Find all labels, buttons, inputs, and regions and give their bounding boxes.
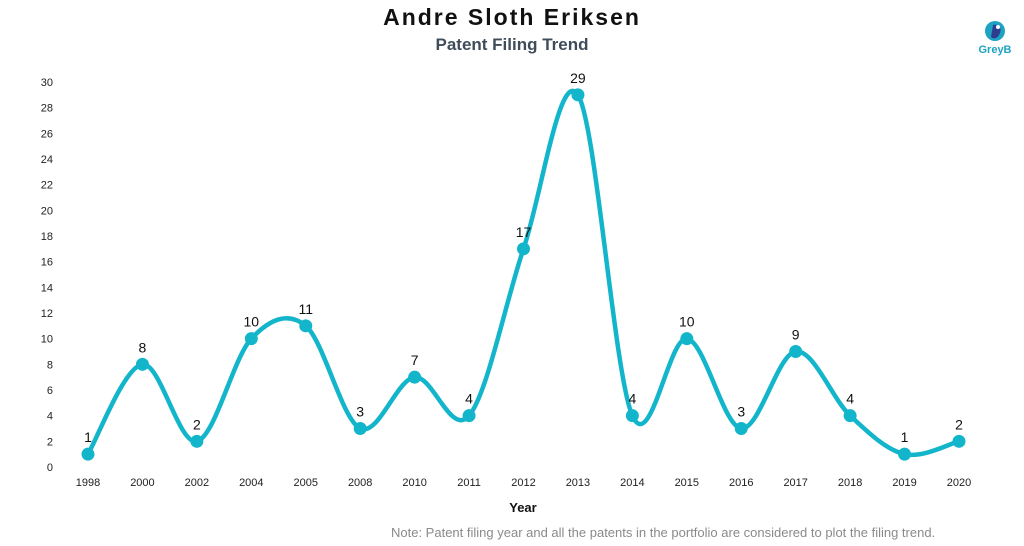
footnote: Note: Patent filing year and all the pat… bbox=[391, 525, 936, 540]
data-label: 29 bbox=[570, 70, 586, 86]
data-point bbox=[353, 422, 367, 435]
y-tick-label: 24 bbox=[41, 154, 53, 166]
x-tick-label: 2016 bbox=[729, 477, 753, 489]
y-tick-label: 2 bbox=[47, 436, 53, 448]
data-label: 9 bbox=[792, 327, 800, 343]
x-tick-label: 2012 bbox=[511, 477, 535, 489]
data-label: 17 bbox=[516, 224, 532, 240]
y-tick-label: 12 bbox=[41, 308, 53, 320]
data-points bbox=[81, 88, 966, 461]
data-point bbox=[952, 434, 966, 448]
data-point bbox=[299, 319, 313, 333]
data-point bbox=[81, 447, 95, 461]
y-tick-label: 22 bbox=[41, 180, 53, 192]
x-tick-label: 2010 bbox=[402, 477, 426, 489]
x-tick-label: 2000 bbox=[130, 477, 154, 489]
y-tick-label: 6 bbox=[47, 385, 53, 397]
data-point bbox=[408, 370, 422, 384]
chart-subtitle: Patent Filing Trend bbox=[435, 35, 589, 54]
x-tick-label: 2019 bbox=[892, 477, 916, 489]
data-point bbox=[734, 422, 748, 435]
data-label: 2 bbox=[955, 416, 963, 432]
data-label: 11 bbox=[298, 301, 313, 317]
data-labels: 1 8 2 10 11 3 7 4 17 29 4 10 3 9 4 1 2 bbox=[84, 70, 963, 445]
data-label: 7 bbox=[411, 352, 419, 368]
data-label: 10 bbox=[679, 314, 695, 330]
data-point bbox=[462, 409, 476, 423]
y-tick-label: 28 bbox=[41, 103, 53, 115]
y-tick-label: 30 bbox=[41, 77, 53, 89]
data-point bbox=[898, 447, 912, 461]
y-tick-label: 10 bbox=[41, 334, 53, 346]
y-tick-label: 4 bbox=[47, 411, 53, 423]
x-tick-label: 2013 bbox=[566, 477, 590, 489]
data-label: 2 bbox=[193, 416, 201, 432]
data-label: 8 bbox=[139, 339, 147, 355]
series-line bbox=[85, 89, 962, 458]
y-tick-label: 0 bbox=[47, 462, 53, 474]
data-point bbox=[571, 88, 585, 102]
y-tick-label: 26 bbox=[41, 128, 53, 140]
data-point bbox=[244, 332, 258, 346]
chart-title: Andre Sloth Eriksen bbox=[383, 4, 641, 30]
x-axis: 1998 2000 2002 2004 2005 2008 2010 2011 2012 2013… bbox=[76, 477, 971, 489]
data-label: 3 bbox=[356, 404, 364, 420]
data-label: 4 bbox=[846, 391, 854, 407]
greyb-logo-icon bbox=[985, 21, 1005, 41]
x-tick-label: 2011 bbox=[457, 477, 481, 489]
x-tick-label: 2002 bbox=[185, 477, 209, 489]
data-point bbox=[789, 345, 803, 358]
y-tick-label: 20 bbox=[41, 205, 53, 217]
x-tick-label: 2008 bbox=[348, 477, 372, 489]
x-tick-label: 2015 bbox=[675, 477, 699, 489]
data-point bbox=[517, 242, 530, 256]
data-point bbox=[135, 357, 149, 371]
x-tick-label: 1998 bbox=[76, 477, 100, 489]
data-label: 4 bbox=[465, 391, 473, 407]
data-label: 1 bbox=[84, 429, 92, 445]
data-label: 10 bbox=[244, 314, 260, 330]
data-point bbox=[190, 434, 204, 448]
x-tick-label: 2018 bbox=[838, 477, 862, 489]
x-tick-label: 2014 bbox=[620, 477, 644, 489]
data-point bbox=[625, 409, 639, 423]
x-tick-label: 2005 bbox=[294, 477, 318, 489]
data-label: 3 bbox=[737, 404, 745, 420]
y-tick-label: 14 bbox=[41, 282, 53, 294]
x-tick-label: 2020 bbox=[947, 477, 971, 489]
data-label: 4 bbox=[628, 391, 636, 407]
data-label: 1 bbox=[901, 429, 909, 445]
data-point bbox=[843, 409, 857, 423]
y-tick-label: 8 bbox=[47, 359, 53, 371]
y-tick-label: 16 bbox=[41, 257, 53, 269]
x-axis-label: Year bbox=[509, 500, 536, 515]
data-point bbox=[680, 332, 694, 346]
x-tick-label: 2004 bbox=[239, 477, 263, 489]
y-tick-label: 18 bbox=[41, 231, 53, 243]
logo-text: GreyB bbox=[978, 44, 1012, 56]
x-tick-label: 2017 bbox=[783, 477, 807, 489]
